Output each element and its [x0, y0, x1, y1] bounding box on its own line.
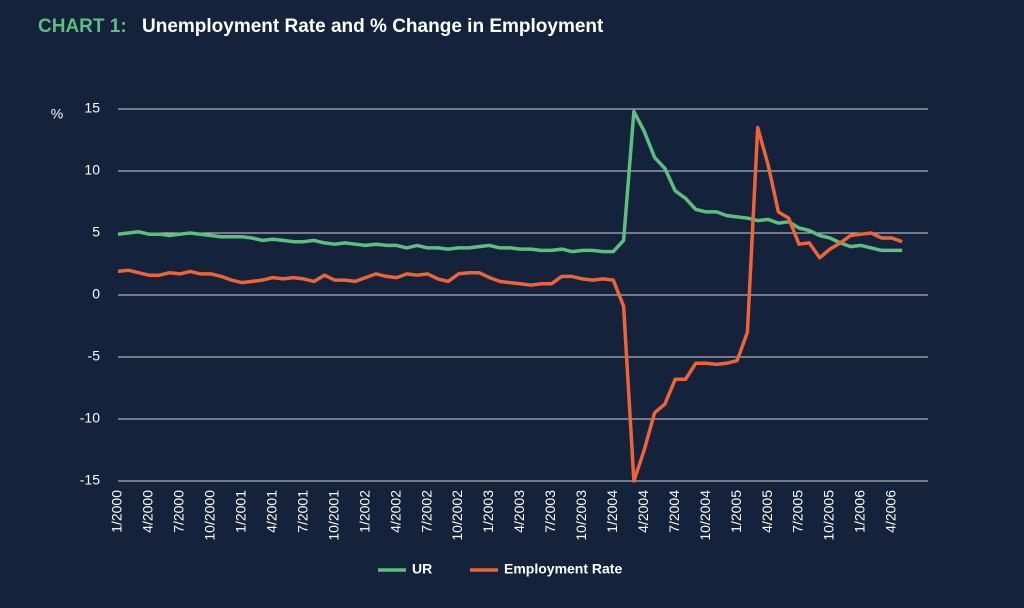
y-tick-label: 15 [84, 100, 100, 116]
y-tick-label: -5 [88, 348, 101, 364]
x-tick-label: 1/2001 [233, 490, 249, 533]
y-tick-label: 5 [92, 224, 100, 240]
x-tick-label: 4/2000 [140, 490, 156, 533]
chart-title: Unemployment Rate and % Change in Employ… [142, 16, 604, 37]
y-tick-label: 10 [84, 162, 100, 178]
legend-label: Employment Rate [504, 561, 622, 577]
x-tick-label: 4/2004 [635, 490, 651, 533]
x-tick-label: 10/2001 [325, 490, 341, 541]
x-tick-label: 4/2002 [387, 490, 403, 533]
x-tick-label: 4/2003 [511, 490, 527, 533]
y-axis-label: % [51, 106, 63, 122]
series-line [117, 109, 903, 254]
x-tick-label: 10/2002 [449, 490, 465, 541]
x-tick-label: 7/2004 [666, 490, 682, 533]
x-tick-label: 10/2000 [202, 490, 218, 541]
x-tick-label: 1/2005 [728, 490, 744, 533]
x-tick-label: 7/2001 [294, 490, 310, 533]
x-tick-label: 1/2002 [356, 490, 372, 533]
series-line [117, 125, 903, 483]
x-tick-label: 4/2006 [883, 490, 899, 533]
x-tick-label: 10/2003 [573, 490, 589, 541]
x-tick-label: 4/2001 [263, 490, 279, 533]
x-tick-label: 1/2004 [604, 490, 620, 533]
x-tick-label: 7/2002 [418, 490, 434, 533]
y-tick-label: 0 [92, 286, 100, 302]
x-tick-label: 7/2000 [171, 490, 187, 533]
x-tick-label: 1/2003 [480, 490, 496, 533]
y-tick-label: -15 [80, 472, 100, 488]
x-tick-label: 7/2005 [790, 490, 806, 533]
y-tick-label: -10 [80, 410, 100, 426]
x-tick-label: 1/2000 [109, 490, 125, 533]
x-tick-label: 10/2004 [697, 490, 713, 541]
legend-label: UR [412, 561, 432, 577]
x-tick-label: 1/2006 [852, 490, 868, 533]
x-tick-label: 7/2003 [542, 490, 558, 533]
x-tick-label: 4/2005 [759, 490, 775, 533]
x-tick-label: 10/2005 [821, 490, 837, 541]
chart-title-label: CHART 1: [38, 16, 127, 37]
